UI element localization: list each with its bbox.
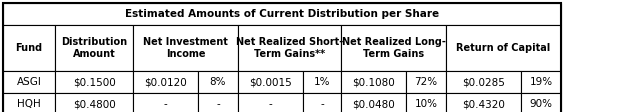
Bar xyxy=(341,93,406,112)
Bar xyxy=(3,3,561,112)
Text: Distribution
Amount: Distribution Amount xyxy=(61,37,127,59)
Bar xyxy=(55,71,133,93)
Text: -: - xyxy=(216,99,220,109)
Bar xyxy=(406,71,446,93)
Bar xyxy=(133,25,238,71)
Bar xyxy=(133,71,198,93)
Text: $0.1500: $0.1500 xyxy=(72,77,115,87)
Bar xyxy=(238,71,303,93)
Text: HQH: HQH xyxy=(17,99,41,109)
Text: $0.0480: $0.0480 xyxy=(352,99,395,109)
Text: -: - xyxy=(320,99,324,109)
Text: 72%: 72% xyxy=(415,77,438,87)
Bar xyxy=(55,25,133,71)
Text: Net Realized Short-
Term Gains**: Net Realized Short- Term Gains** xyxy=(236,37,343,59)
Text: $0.4320: $0.4320 xyxy=(462,99,505,109)
Bar xyxy=(3,71,55,93)
Bar xyxy=(303,93,341,112)
Bar xyxy=(446,93,521,112)
Text: Fund: Fund xyxy=(15,43,43,53)
Bar xyxy=(198,93,238,112)
Text: $0.4800: $0.4800 xyxy=(72,99,115,109)
Text: Return of Capital: Return of Capital xyxy=(456,43,550,53)
Text: ASGI: ASGI xyxy=(17,77,42,87)
Bar xyxy=(303,71,341,93)
Bar xyxy=(238,25,341,71)
Bar xyxy=(521,93,561,112)
Text: 1%: 1% xyxy=(314,77,330,87)
Bar xyxy=(3,25,55,71)
Bar xyxy=(406,93,446,112)
Bar xyxy=(446,25,561,71)
Bar xyxy=(446,71,521,93)
Text: 10%: 10% xyxy=(415,99,438,109)
Text: -: - xyxy=(269,99,273,109)
Bar xyxy=(133,93,198,112)
Text: 19%: 19% xyxy=(529,77,552,87)
Text: 90%: 90% xyxy=(529,99,552,109)
Text: 8%: 8% xyxy=(210,77,227,87)
Text: $0.0120: $0.0120 xyxy=(144,77,187,87)
Text: -: - xyxy=(164,99,168,109)
Bar xyxy=(3,3,561,25)
Text: $0.1080: $0.1080 xyxy=(352,77,395,87)
Bar xyxy=(3,93,55,112)
Bar xyxy=(341,25,446,71)
Bar xyxy=(521,71,561,93)
Text: $0.0015: $0.0015 xyxy=(249,77,292,87)
Text: Net Investment
Income: Net Investment Income xyxy=(143,37,228,59)
Bar xyxy=(55,93,133,112)
Bar xyxy=(198,71,238,93)
Text: Estimated Amounts of Current Distribution per Share: Estimated Amounts of Current Distributio… xyxy=(125,9,439,19)
Text: Net Realized Long-
Term Gains: Net Realized Long- Term Gains xyxy=(342,37,445,59)
Bar xyxy=(238,93,303,112)
Bar xyxy=(341,71,406,93)
Text: $0.0285: $0.0285 xyxy=(462,77,505,87)
